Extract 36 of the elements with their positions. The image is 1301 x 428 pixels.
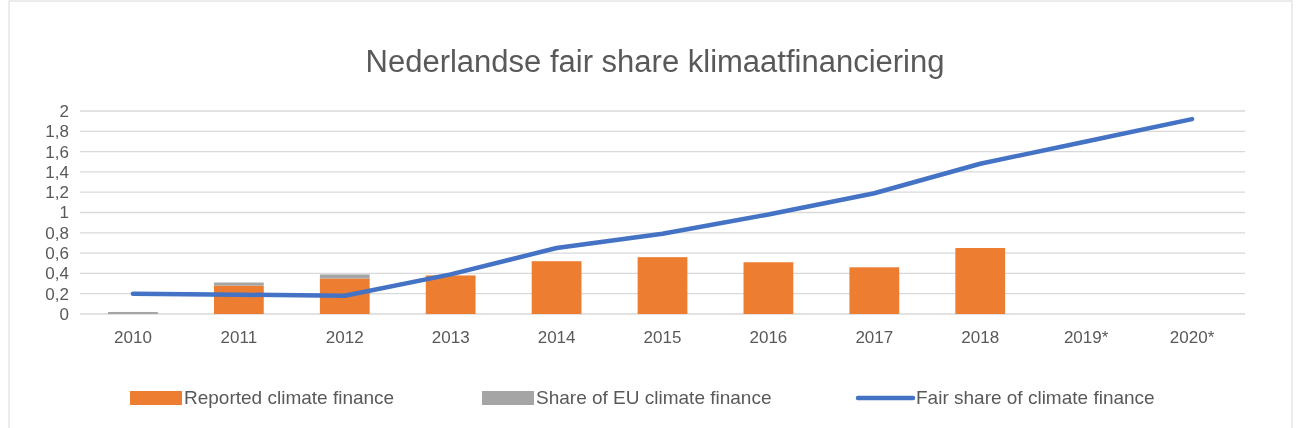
- x-tick-label: 2017: [855, 328, 894, 348]
- y-tick-label: 0,2: [45, 284, 69, 304]
- y-tick-label: 1,8: [45, 122, 69, 142]
- y-tick-label: 1: [59, 203, 69, 223]
- x-tick-label: 2020*: [1169, 328, 1215, 348]
- bar: [531, 261, 582, 314]
- y-tick-label: 1,2: [45, 183, 69, 203]
- x-tick-label: 2019*: [1063, 328, 1109, 348]
- bar: [955, 248, 1006, 314]
- x-tick-label: 2012: [325, 328, 364, 348]
- line-series: [130, 116, 1195, 298]
- y-tick-label: 1,6: [45, 142, 69, 162]
- bar: [637, 257, 688, 314]
- y-tick-label: 2: [59, 101, 69, 121]
- x-tick-label: 2010: [114, 328, 152, 348]
- x-tick-label: 2018: [961, 328, 1000, 348]
- bar: [425, 275, 476, 314]
- legend-label: Reported climate finance: [184, 387, 395, 408]
- bar: [743, 262, 794, 314]
- y-tick-label: 1,4: [45, 162, 69, 182]
- y-tick-label: 0,8: [45, 223, 69, 243]
- chart-title: Nederlandse fair share klimaatfinanciering: [365, 44, 945, 79]
- x-tick-label: 2016: [749, 328, 788, 348]
- bar: [213, 282, 264, 286]
- x-tick-label: 2013: [431, 328, 470, 348]
- legend-label: Fair share of climate finance: [916, 387, 1155, 408]
- y-tick-label: 0,4: [45, 264, 69, 284]
- legend-label: Share of EU climate finance: [536, 387, 772, 408]
- x-tick-label: 2015: [643, 328, 682, 348]
- bar: [849, 267, 900, 314]
- y-tick-label: 0: [59, 304, 69, 324]
- bar: [319, 274, 370, 279]
- y-tick-label: 0,6: [45, 244, 69, 264]
- bar: [108, 311, 158, 314]
- x-tick-label: 2011: [220, 328, 258, 348]
- x-tick-label: 2014: [537, 328, 576, 348]
